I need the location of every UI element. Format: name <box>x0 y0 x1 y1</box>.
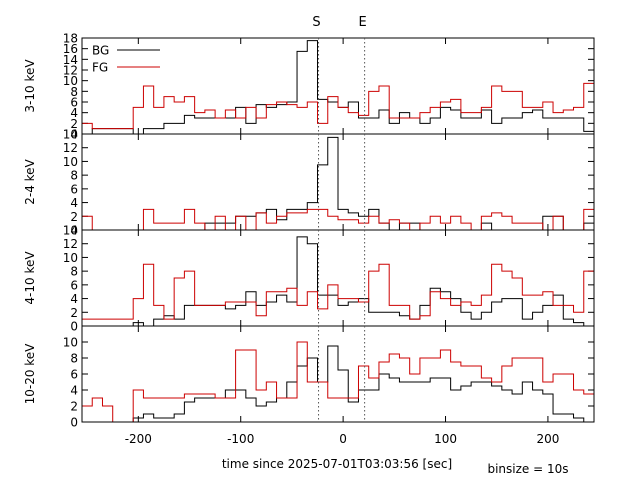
x-tick-label: 100 <box>434 432 457 446</box>
series-bg-line <box>82 345 594 422</box>
y-tick-label: 0 <box>70 320 78 334</box>
y-tick-label: 6 <box>70 368 78 382</box>
y-axis-label: 4-10 keV <box>23 251 37 305</box>
panel-frame <box>81 325 595 423</box>
y-tick-label: 8 <box>70 169 78 183</box>
y-tick-label: 14 <box>63 128 78 142</box>
y-tick-label: 8 <box>70 265 78 279</box>
y-tick-label: 4 <box>70 384 78 398</box>
y-tick-label: 6 <box>70 278 78 292</box>
series-fg-line <box>82 208 594 230</box>
y-tick-label: 10 <box>63 336 78 350</box>
y-tick-label: 6 <box>70 96 78 110</box>
overlay-group: -200 -100 0 100 200 S E BG FG <box>92 15 559 446</box>
y-tick-label: 16 <box>63 42 78 56</box>
y-tick-label: 14 <box>63 53 78 67</box>
y-tick-label: 0 <box>70 416 78 430</box>
x-tick-label: 200 <box>536 432 559 446</box>
y-tick-label: 4 <box>70 196 78 210</box>
y-tick-label: 8 <box>70 85 78 99</box>
y-tick-label: 6 <box>70 182 78 196</box>
y-tick-label: 10 <box>63 74 78 88</box>
series-bg-line <box>82 236 594 326</box>
series-fg-line <box>82 263 594 320</box>
binsize-label: binsize = 10s <box>487 462 568 476</box>
y-tick-label: 10 <box>63 251 78 265</box>
x-axis-label: time since 2025-07-01T03:03:56 [sec] <box>222 457 452 471</box>
y-tick-label: 12 <box>63 64 78 78</box>
panel-4: 0 2 4 6 8 10 10-20 keV <box>23 325 595 430</box>
series-fg-line <box>82 341 594 422</box>
series-fg-line <box>82 82 594 130</box>
marker-label-s: S <box>312 15 320 30</box>
y-tick-label: 0 <box>70 128 78 142</box>
y-tick-label: 12 <box>63 141 78 155</box>
series-bg-line <box>82 40 594 134</box>
y-tick-label: 2 <box>70 400 78 414</box>
x-tick-label: -200 <box>125 432 152 446</box>
legend-label-bg: BG <box>92 44 109 58</box>
y-tick-label: 0 <box>70 224 78 238</box>
y-tick-label: 8 <box>70 352 78 366</box>
y-tick-label: 18 <box>63 32 78 46</box>
y-tick-label: 2 <box>70 306 78 320</box>
y-tick-label: 14 <box>63 224 78 238</box>
y-tick-label: 4 <box>70 106 78 120</box>
series-bg-line <box>82 136 594 230</box>
y-axis-label: 2-4 keV <box>23 158 37 204</box>
panel-frame <box>81 37 595 135</box>
y-tick-label: 10 <box>63 155 78 169</box>
x-tick-label: 0 <box>339 432 347 446</box>
legend-label-fg: FG <box>92 61 108 75</box>
y-tick-label: 4 <box>70 292 78 306</box>
y-tick-label: 2 <box>70 210 78 224</box>
marker-label-e: E <box>359 15 367 30</box>
x-tick-label: -100 <box>227 432 254 446</box>
y-axis-label: 10-20 keV <box>23 343 37 405</box>
y-tick-label: 12 <box>63 237 78 251</box>
y-axis-label: 3-10 keV <box>23 59 37 113</box>
y-tick-label: 2 <box>70 117 78 131</box>
